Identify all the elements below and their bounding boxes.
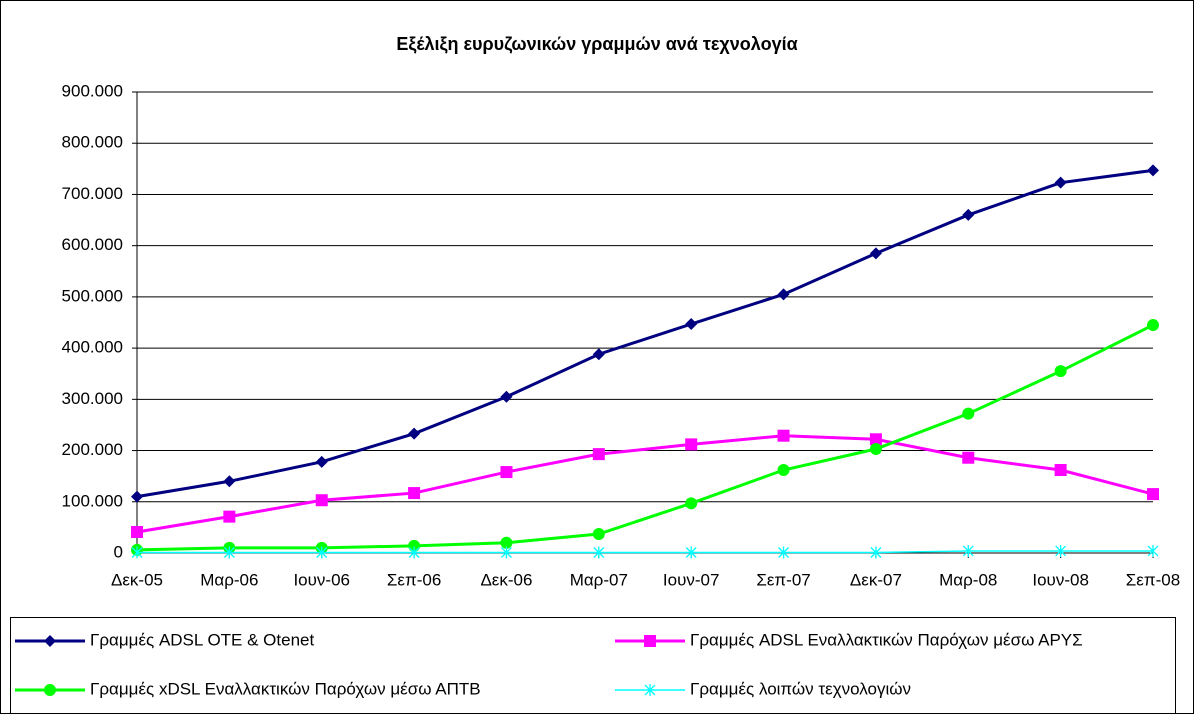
legend-label: Γραμμές ADSL OTE & Otenet (90, 630, 314, 649)
y-tick-label: 100.000 (62, 491, 123, 510)
marker (962, 208, 975, 221)
marker (131, 490, 143, 503)
x-tick-label: Σεπ-08 (1126, 570, 1180, 589)
y-tick-label: 600.000 (62, 235, 123, 254)
marker (778, 546, 790, 559)
marker (962, 407, 975, 420)
marker (223, 546, 235, 559)
marker (685, 438, 698, 451)
marker (593, 546, 605, 559)
y-tick-label: 200.000 (62, 440, 123, 459)
x-tick-label: Ιουν-07 (663, 570, 720, 589)
marker (1054, 365, 1067, 378)
x-tick-label: Σεπ-07 (756, 570, 810, 589)
marker (1054, 176, 1067, 189)
marker (44, 635, 56, 647)
marker (685, 318, 698, 331)
x-tick-label: Ιουν-06 (293, 570, 350, 589)
marker (500, 466, 513, 479)
x-tick-label: Δεκ-05 (111, 570, 163, 589)
x-tick-label: Σεπ-06 (387, 570, 441, 589)
series-line (137, 550, 1153, 554)
x-tick-label: Δεκ-07 (850, 570, 902, 589)
y-tick-label: 800.000 (62, 133, 123, 152)
marker (1147, 544, 1159, 557)
x-tick-label: Μαρ-06 (200, 570, 258, 589)
marker (869, 443, 882, 456)
marker (223, 510, 236, 523)
marker (1147, 164, 1159, 177)
marker (408, 427, 421, 440)
marker (962, 544, 974, 557)
chart-title: Εξέλιξη ευρυζωνικών γραμμών ανά τεχνολογ… (396, 34, 797, 55)
marker (870, 546, 882, 559)
marker (685, 546, 697, 559)
marker (131, 546, 143, 559)
y-tick-label: 300.000 (62, 389, 123, 408)
marker (869, 247, 882, 260)
series-line (136, 323, 1154, 552)
marker (592, 528, 605, 541)
marker (644, 684, 656, 696)
marker (408, 487, 421, 500)
marker (500, 536, 513, 549)
marker (44, 684, 56, 696)
marker (316, 546, 328, 559)
marker (869, 433, 882, 446)
legend-label: Γραμμές λοιπών τεχνολογιών (690, 679, 911, 698)
x-tick-label: Δεκ-06 (480, 570, 532, 589)
marker (315, 455, 328, 468)
marker (962, 451, 975, 464)
marker (315, 494, 328, 507)
marker (685, 497, 698, 510)
marker (408, 546, 420, 559)
series-line (136, 168, 1154, 499)
y-tick-label: 0 (114, 542, 123, 561)
y-tick-label: 500.000 (62, 286, 123, 305)
legend-label: Γραμμές xDSL Εναλλακτικών Παρόχων μέσω Α… (90, 679, 481, 698)
x-tick-label: Μαρ-08 (939, 570, 997, 589)
y-tick-label: 900.000 (62, 81, 123, 100)
marker (1147, 319, 1159, 332)
x-tick-label: Μαρ-07 (570, 570, 628, 589)
marker (500, 390, 513, 403)
marker (777, 288, 790, 301)
marker (131, 525, 143, 538)
marker (1054, 464, 1067, 477)
marker (1055, 544, 1067, 557)
marker (223, 475, 236, 488)
marker (500, 546, 512, 559)
marker (777, 464, 790, 477)
marker (777, 429, 790, 442)
y-tick-label: 400.000 (62, 338, 123, 357)
x-tick-label: Ιουν-08 (1032, 570, 1089, 589)
marker (592, 448, 605, 461)
marker (1147, 488, 1159, 501)
marker (644, 635, 656, 647)
y-tick-label: 700.000 (62, 184, 123, 203)
legend-label: Γραμμές ADSL Εναλλακτικών Παρόχων μέσω Α… (690, 630, 1083, 649)
series-line (136, 434, 1154, 534)
marker (592, 348, 605, 361)
